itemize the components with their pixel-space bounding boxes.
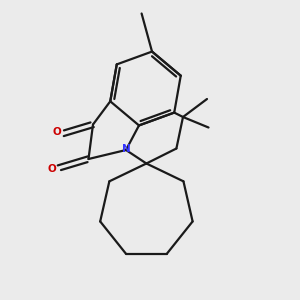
Text: O: O: [47, 164, 56, 174]
Text: N: N: [122, 143, 130, 154]
Text: O: O: [52, 127, 61, 137]
